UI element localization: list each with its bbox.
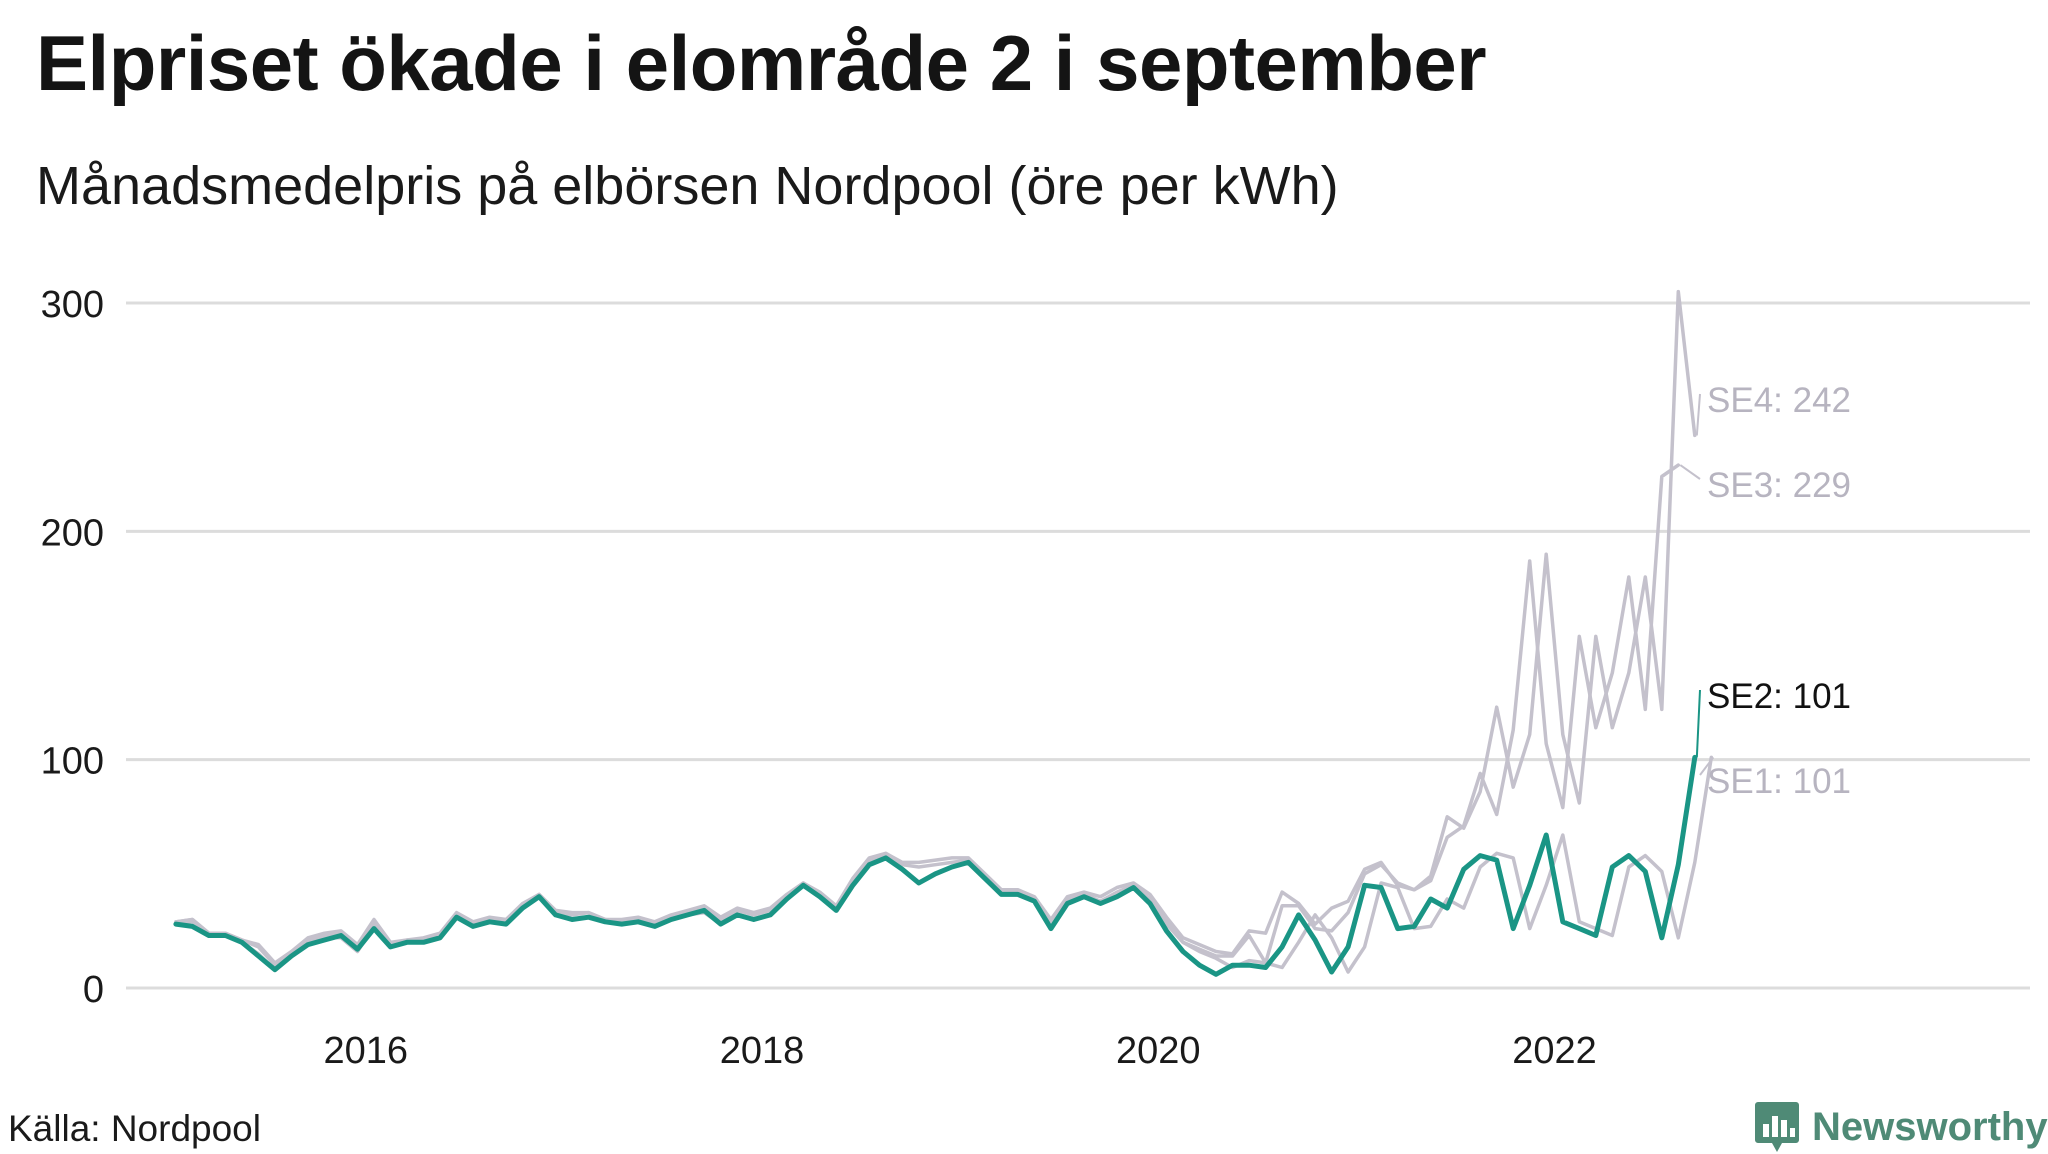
y-tick-label-200: 200	[41, 512, 104, 554]
newsworthy-logo: Newsworthy	[1754, 1100, 2048, 1154]
source-note: Källa: Nordpool	[8, 1108, 261, 1149]
x-tick-label-2020: 2020	[1116, 1030, 1201, 1072]
end-label-se2: SE2: 101	[1707, 677, 1851, 716]
end-label-leader-se1	[1699, 756, 1715, 776]
newsworthy-chart-icon	[1755, 1102, 1799, 1152]
x-tick-label-2018: 2018	[720, 1030, 805, 1072]
y-tick-label-100: 100	[41, 741, 104, 783]
end-label-leader-se2	[1695, 689, 1701, 758]
y-tick-label-0: 0	[83, 969, 104, 1011]
end-label-se3: SE3: 229	[1707, 466, 1851, 505]
chart-subtitle: Månadsmedelpris på elbörsen Nordpool (ör…	[36, 156, 1339, 216]
x-tick-label-2016: 2016	[323, 1030, 408, 1072]
brand-name: Newsworthy	[1812, 1104, 2048, 1149]
series-line-se2	[173, 754, 1698, 977]
x-tick-label-2022: 2022	[1512, 1030, 1597, 1072]
end-label-se4: SE4: 242	[1707, 381, 1851, 420]
chart-title: Elpriset ökade i elområde 2 i september	[36, 19, 1487, 107]
end-label-se1: SE1: 101	[1707, 762, 1851, 801]
y-tick-label-300: 300	[41, 284, 104, 326]
end-label-leader-se4	[1695, 393, 1701, 436]
end-label-leader-se3	[1679, 464, 1701, 480]
series-line-se4	[174, 289, 1697, 965]
